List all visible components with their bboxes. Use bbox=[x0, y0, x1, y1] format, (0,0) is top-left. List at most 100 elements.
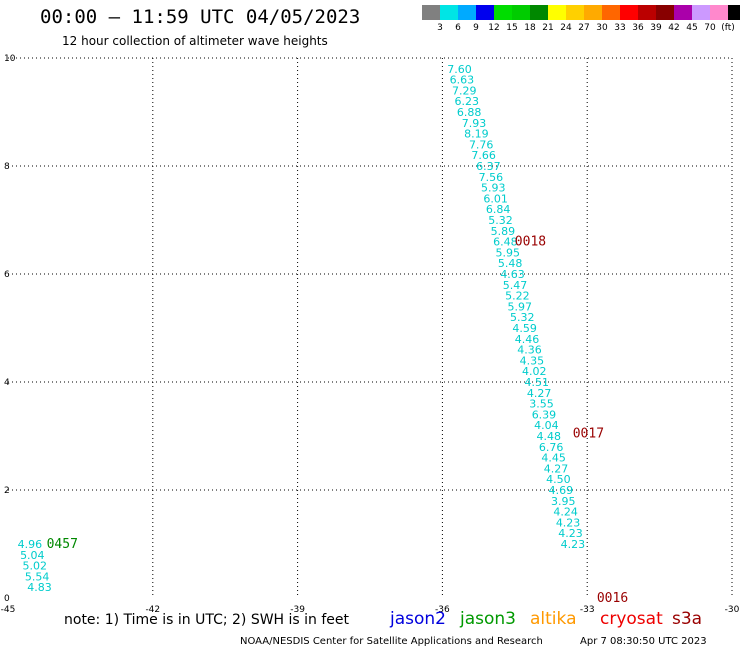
x-tick-label: -39 bbox=[290, 605, 305, 615]
satellite-label-cryosat: cryosat bbox=[600, 609, 663, 629]
colorbar-label: 15 bbox=[506, 23, 518, 33]
colorbar-label: 9 bbox=[473, 23, 479, 33]
colorbar-swatch bbox=[494, 5, 512, 20]
data-label: 6.84 bbox=[486, 203, 511, 216]
data-label: 4.23 bbox=[561, 538, 586, 551]
colorbar-swatch bbox=[620, 5, 638, 20]
chart-subtitle: 12 hour collection of altimeter wave hei… bbox=[62, 34, 328, 48]
data-label: 4.96 bbox=[18, 538, 43, 551]
data-label: 7.60 bbox=[447, 63, 472, 76]
colorbar-label: 45 bbox=[686, 23, 698, 33]
data-label: 6.23 bbox=[454, 95, 479, 108]
colorbar-swatch bbox=[512, 5, 530, 20]
colorbar-swatch bbox=[548, 5, 566, 20]
data-label: 5.89 bbox=[491, 225, 515, 238]
y-tick-label: 8 bbox=[4, 162, 10, 172]
satellite-label-jason3: jason3 bbox=[460, 609, 516, 629]
colorbar-swatch bbox=[602, 5, 620, 20]
data-label: 4.02 bbox=[522, 365, 547, 378]
data-label: 4.36 bbox=[517, 344, 542, 357]
data-label: 5.97 bbox=[508, 300, 533, 313]
wave-height-colorbar: 3 6 9 12 15 18 21 24 27 30 33 36 39 42 45 70 (ft) bbox=[422, 5, 740, 33]
colorbar-label: 24 bbox=[560, 23, 572, 33]
data-label: 5.47 bbox=[503, 279, 528, 292]
colorbar-swatch bbox=[530, 5, 548, 20]
y-tick-label: 0 bbox=[4, 594, 10, 604]
colorbar-label: 36 bbox=[632, 23, 644, 33]
data-label: 7.66 bbox=[471, 149, 496, 162]
x-tick-label: -45 bbox=[1, 605, 16, 615]
satellite-label-altika: altika bbox=[530, 609, 577, 629]
data-label: 5.54 bbox=[25, 570, 50, 583]
footer-credit: NOAA/NESDIS Center for Satellite Applica… bbox=[240, 636, 543, 647]
data-label: 4.59 bbox=[512, 322, 537, 335]
time-annotation: 0016 bbox=[597, 591, 628, 606]
colorbar-label: 12 bbox=[488, 23, 500, 33]
data-label: 4.63 bbox=[500, 268, 525, 281]
data-label: 8.19 bbox=[464, 128, 489, 141]
footer-timestamp: Apr 7 08:30:50 UTC 2023 bbox=[580, 636, 707, 647]
colorbar-label: 6 bbox=[455, 23, 461, 33]
data-label: 4.46 bbox=[515, 333, 540, 346]
data-label: 4.48 bbox=[537, 430, 562, 443]
data-label: 4.24 bbox=[553, 506, 578, 519]
data-label: 3.55 bbox=[529, 398, 554, 411]
y-tick-label: 2 bbox=[4, 486, 10, 496]
y-tick-label: 4 bbox=[4, 378, 10, 388]
time-annotation: 0457 bbox=[47, 537, 78, 552]
colorbar-label: 21 bbox=[542, 23, 554, 33]
data-label: 6.88 bbox=[457, 106, 482, 119]
colorbar-label: 18 bbox=[524, 23, 536, 33]
satellite-label-jason2: jason2 bbox=[390, 609, 446, 629]
colorbar-swatch bbox=[422, 5, 440, 20]
data-label: 4.50 bbox=[546, 473, 571, 486]
data-label: 7.93 bbox=[462, 117, 487, 130]
colorbar-label: 27 bbox=[578, 23, 590, 33]
colorbar-label: 33 bbox=[614, 23, 626, 33]
data-label: 4.27 bbox=[544, 462, 569, 475]
data-label: 5.32 bbox=[510, 311, 535, 324]
colorbar-swatch bbox=[638, 5, 656, 20]
colorbar-swatch bbox=[728, 5, 740, 20]
data-label: 6.76 bbox=[539, 441, 564, 454]
colorbar-swatch bbox=[440, 5, 458, 20]
colorbar-swatch bbox=[674, 5, 692, 20]
data-label: 4.23 bbox=[558, 527, 583, 540]
data-label: 7.76 bbox=[469, 138, 494, 151]
colorbar-label: (ft) bbox=[721, 23, 735, 33]
data-label: 4.35 bbox=[520, 354, 545, 367]
data-label: 4.23 bbox=[556, 516, 581, 529]
colorbar-swatch bbox=[710, 5, 728, 20]
x-tick-label: -30 bbox=[725, 605, 740, 615]
data-label: 4.51 bbox=[524, 376, 549, 389]
colorbar-swatch bbox=[566, 5, 584, 20]
data-label: 6.39 bbox=[532, 408, 557, 421]
data-label: 4.83 bbox=[27, 581, 52, 594]
data-label: 4.69 bbox=[549, 484, 574, 497]
data-label: 5.04 bbox=[20, 549, 45, 562]
colorbar-swatch bbox=[692, 5, 710, 20]
data-label: 6.48 bbox=[493, 236, 517, 249]
data-label: 5.22 bbox=[505, 290, 530, 303]
colorbar-swatch bbox=[584, 5, 602, 20]
data-label: 6.63 bbox=[450, 74, 475, 87]
colorbar-label: 42 bbox=[668, 23, 680, 33]
colorbar-swatch bbox=[476, 5, 494, 20]
colorbar-swatch bbox=[458, 5, 476, 20]
y-tick-label: 10 bbox=[4, 54, 16, 64]
colorbar-label: 30 bbox=[596, 23, 608, 33]
data-label: 4.04 bbox=[534, 419, 559, 432]
data-label: 3.95 bbox=[551, 495, 576, 508]
y-tick-label: 6 bbox=[4, 270, 10, 280]
data-label: 5.93 bbox=[481, 182, 506, 195]
data-label: 5.32 bbox=[488, 214, 512, 227]
x-tick-label: -36 bbox=[435, 605, 450, 615]
colorbar-swatch bbox=[656, 5, 674, 20]
data-label: 5.48 bbox=[498, 257, 523, 270]
data-label: 7.29 bbox=[452, 84, 477, 97]
data-label: 7.56 bbox=[479, 171, 504, 184]
data-label: 6.37 bbox=[476, 160, 501, 173]
data-label: 5.95 bbox=[495, 246, 520, 259]
satellite-label-s3a: s3a bbox=[672, 609, 703, 629]
